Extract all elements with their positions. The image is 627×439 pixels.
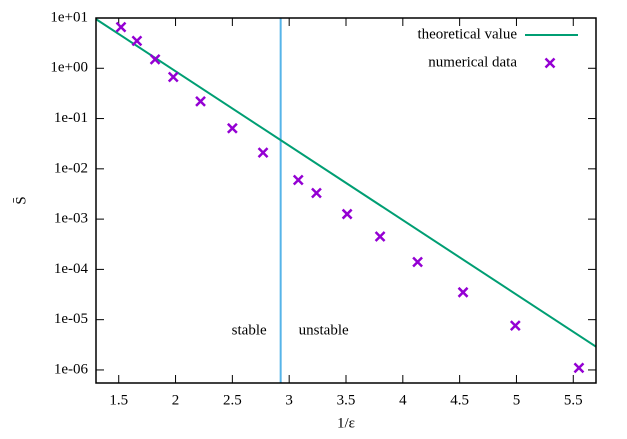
data-point [311,187,322,199]
data-point [341,208,353,220]
y-tick-label: 1e-01 [54,110,88,126]
annotation: stable [232,322,267,338]
data-point [149,54,161,65]
x-tick-label: 5 [513,392,521,408]
x-tick-label: 2 [172,392,180,408]
data-point [195,95,206,107]
data-point [226,122,238,134]
x-tick-label: 2.5 [223,392,242,408]
data-point [131,35,143,47]
y-tick-label: 1e-02 [54,160,88,176]
data-point [167,71,179,83]
data-point [509,320,521,332]
y-tick-label: 1e-06 [54,361,89,377]
y-tick-label: 1e-05 [54,311,88,327]
x-tick-label: 5.5 [564,392,583,408]
y-tick-label: 1e-03 [54,211,88,227]
data-point [292,174,304,186]
theory-line [96,18,596,348]
x-tick-label: 4.5 [450,392,469,408]
data-point [374,231,386,242]
x-axis-label: 1/ε [337,415,355,431]
data-point [573,362,585,374]
data-point [457,286,469,298]
legend-label: theoretical value [417,26,517,42]
x-tick-label: 4 [399,392,407,408]
legend-label: numerical data [428,54,517,70]
x-tick-label: 3.5 [337,392,356,408]
y-tick-label: 1e-04 [54,261,89,277]
data-point [115,21,127,33]
y-axis-label: S̄ [13,196,29,204]
x-tick-label: 1.5 [109,392,128,408]
annotation: unstable [299,322,349,338]
legend-swatch [544,57,556,69]
x-tick-label: 3 [285,392,293,408]
data-point [412,256,423,268]
y-tick-label: 1e+00 [50,60,88,76]
y-tick-label: 1e+01 [50,9,88,25]
plot-frame [95,17,597,384]
data-point [257,147,269,159]
